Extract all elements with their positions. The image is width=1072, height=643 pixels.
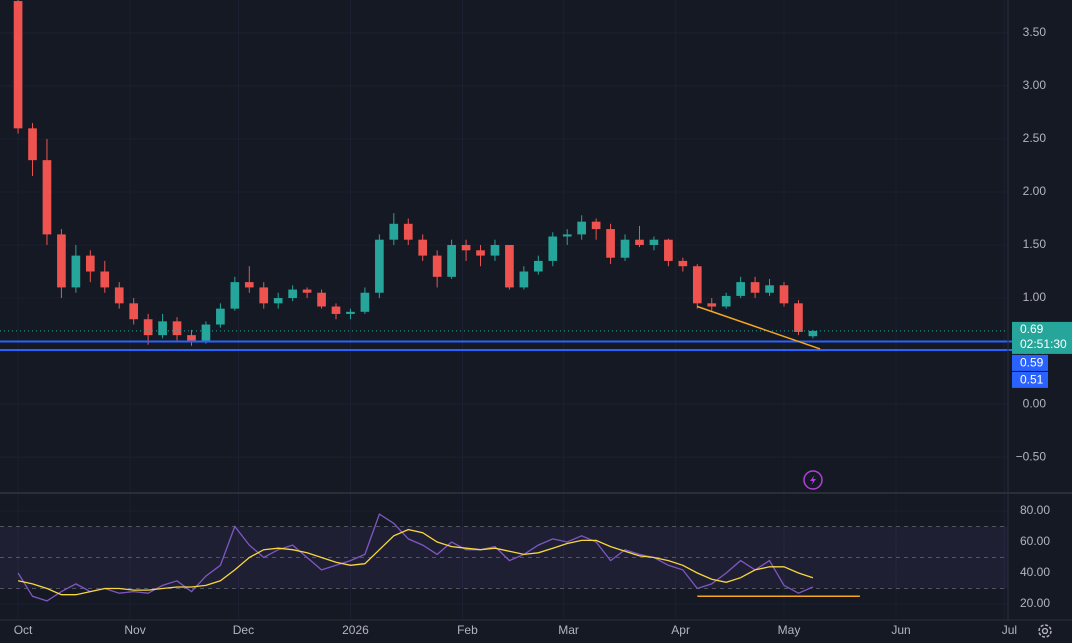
y-tick-label: 1.00 (1023, 290, 1047, 304)
x-tick-label: 2026 (342, 623, 369, 637)
candle-body (187, 335, 196, 341)
candle-body (13, 1, 23, 129)
candle-body (476, 250, 485, 256)
candle-body (389, 223, 399, 240)
y-tick-label: −0.50 (1016, 449, 1047, 463)
candle-body (158, 321, 167, 336)
level-label: 0.59 (1020, 356, 1044, 370)
x-tick-label: Jun (891, 623, 910, 637)
candle-body (143, 319, 153, 336)
x-tick-label: Mar (558, 623, 579, 637)
candle-body (288, 289, 297, 299)
candle-body (273, 298, 283, 304)
candle-body (114, 287, 124, 304)
candle-body (765, 285, 774, 293)
candle-body (548, 236, 558, 261)
candle-body (418, 239, 428, 256)
candle-body (635, 239, 644, 245)
y-tick-label: 0.00 (1023, 396, 1047, 410)
candle-body (85, 255, 95, 272)
x-tick-label: Jul (1002, 623, 1017, 637)
candle-body (172, 321, 182, 336)
candle-body (71, 255, 81, 288)
candle-body (591, 221, 601, 230)
alert-bolt (810, 475, 816, 485)
candle-body (779, 285, 789, 304)
y-tick-label: 2.50 (1023, 131, 1047, 145)
y-tick-label: 60.00 (1020, 534, 1050, 548)
candle-body (403, 223, 413, 240)
candle-body (129, 303, 139, 320)
candle-body (360, 292, 370, 312)
plot (0, 0, 1072, 602)
candle-body (216, 308, 225, 325)
candle-body (519, 271, 529, 288)
candle-body (100, 271, 110, 288)
alert-circle (803, 470, 823, 490)
last-price-box (1012, 321, 1072, 354)
candle-body (230, 282, 240, 309)
candle-body (736, 282, 745, 296)
last-price-label: 0.69 (1020, 322, 1044, 336)
candle-body (447, 245, 456, 277)
candle-body (42, 160, 52, 235)
y-tick-label: 3.00 (1023, 78, 1047, 92)
axis-labels: Oct Nov Dec 2026 Feb Mar Apr May Jun Jul 3.50 3.00 2… (14, 25, 1072, 637)
y-tick-label: 1.50 (1023, 237, 1047, 251)
candle-body (244, 282, 254, 288)
settings-button[interactable] (1038, 624, 1052, 638)
level-label: 0.51 (1020, 373, 1044, 387)
candle-body (692, 266, 702, 304)
trend-line (697, 305, 821, 350)
candle-body (432, 255, 442, 277)
level-box (1012, 371, 1048, 388)
candle-body (750, 282, 760, 293)
rsi-line (17, 513, 814, 602)
y-tick-label: 20.00 (1020, 596, 1050, 610)
x-tick-label: Oct (14, 623, 33, 637)
candle-body (577, 221, 587, 235)
candle-body (201, 324, 211, 341)
x-tick-label: Apr (671, 623, 690, 637)
y-tick-label: 3.50 (1023, 25, 1047, 39)
countdown-label: 02:51:30 (1020, 337, 1067, 351)
candle-body (346, 311, 355, 314)
candle-body (505, 245, 514, 288)
candle-body (302, 289, 312, 293)
candle-body (721, 295, 731, 307)
candle-body (808, 330, 818, 337)
candle-body (28, 128, 37, 161)
candle-body (461, 245, 471, 251)
x-tick-label: May (778, 623, 801, 637)
candle-body (664, 239, 673, 261)
candle-body (533, 260, 543, 272)
candle-body (620, 239, 630, 258)
candle-body (375, 239, 384, 293)
candle-body (259, 287, 269, 304)
y-tick-label: 2.00 (1023, 184, 1047, 198)
gear-outer (1038, 624, 1052, 638)
candle-body (794, 303, 803, 332)
candle-body (317, 292, 326, 307)
alert-icon[interactable] (803, 470, 823, 490)
rsi-line (17, 528, 814, 596)
y-tick-label: 40.00 (1020, 565, 1050, 579)
level-box (1012, 354, 1048, 371)
candle-body (331, 306, 341, 314)
candle-body (707, 303, 717, 307)
candle-body (678, 260, 688, 267)
candle-body (562, 234, 572, 237)
x-tick-label: Feb (457, 623, 478, 637)
y-tick-label: 80.00 (1020, 503, 1050, 517)
candle-body (490, 245, 500, 256)
candle-body (606, 229, 615, 258)
grid (0, 0, 1008, 620)
candle-body (649, 239, 659, 245)
x-tick-label: Nov (124, 623, 145, 637)
gear-inner (1041, 627, 1049, 635)
candle-body (57, 234, 66, 288)
x-tick-label: Dec (233, 623, 254, 637)
